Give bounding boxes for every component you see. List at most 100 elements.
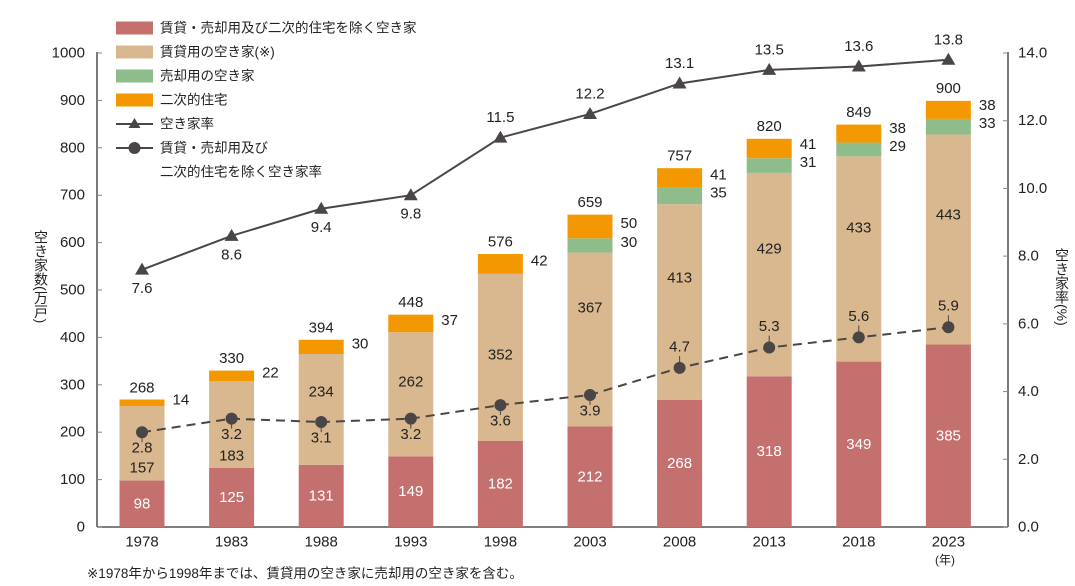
data-label-excluding-vacant: 149: [398, 483, 423, 500]
data-label-excluding-vacant: 98: [134, 495, 151, 512]
vacancy-rate-triangle-marker: [493, 130, 508, 143]
data-label-secondary-housing: 38: [979, 97, 996, 114]
left-axis-tick-label: 900: [60, 92, 85, 109]
data-label-rental-vacant: 433: [846, 220, 871, 237]
legend-label-excluding-vacant: 賃貸・売却用及び二次的住宅を除く空き家: [160, 20, 417, 36]
data-label-total: 448: [398, 294, 423, 311]
right-axis-tick-label: 8.0: [1018, 248, 1039, 265]
data-label-total: 330: [219, 350, 244, 367]
bar-segment-secondary-housing: [119, 399, 165, 407]
bar-segment-rental-vacant: [925, 134, 971, 345]
vacancy-rate-triangle-marker: [135, 262, 149, 275]
x-axis-year-label: 2008: [663, 534, 696, 551]
data-label-excluding-rate: 5.3: [759, 318, 780, 335]
data-label-excluding-vacant: 268: [667, 455, 692, 472]
data-label-rental-vacant: 429: [757, 241, 782, 258]
data-label-excluding-vacant: 212: [577, 468, 602, 485]
excluding-rate-dashed-line: [141, 326, 949, 434]
data-label-excluding-rate: 2.8: [132, 440, 153, 457]
data-label-vacancy-rate: 13.1: [665, 55, 694, 72]
data-label-secondary-housing: 22: [262, 364, 279, 381]
left-axis-tick-label: 200: [60, 424, 85, 441]
legend-triangle-marker-icon: [128, 118, 141, 128]
bar-segment-sale-vacant: [657, 187, 703, 205]
data-label-rental-vacant: 262: [398, 374, 423, 391]
bar-segment-excluding-vacant: [836, 361, 882, 527]
data-label-rental-vacant: 443: [936, 207, 961, 224]
excluding-rate-circle-marker: [225, 412, 238, 425]
legend-swatch-rental-vacant: [116, 45, 153, 59]
excluding-rate-circle-marker: [673, 361, 686, 374]
bar-segment-excluding-vacant: [477, 440, 523, 527]
bar-segment-secondary-housing: [477, 253, 523, 274]
legend-label-excluding-rate-line1: 賃貸・売却用及び: [160, 141, 268, 156]
right-axis-tick-label: 6.0: [1018, 315, 1039, 332]
x-axis-year-label: 1978: [125, 534, 158, 551]
data-label-total: 757: [667, 148, 692, 165]
data-label-excluding-rate: 3.2: [221, 426, 242, 443]
vacancy-rate-triangle-marker: [224, 228, 239, 241]
data-label-excluding-rate: 3.1: [311, 430, 332, 447]
data-label-excluding-vacant: 131: [309, 487, 334, 504]
bar-segment-secondary-housing: [925, 100, 971, 119]
data-label-excluding-vacant: 385: [936, 427, 961, 444]
bar-segment-rental-vacant: [119, 406, 165, 481]
bar-segment-secondary-housing: [209, 370, 255, 382]
data-label-secondary-housing: 50: [621, 215, 638, 232]
left-axis-tick-label: 500: [60, 282, 85, 299]
x-axis-year-label: 2013: [753, 534, 786, 551]
data-label-sale-vacant: 31: [800, 154, 817, 171]
left-axis-tick-label: 0: [77, 519, 85, 536]
data-label-vacancy-rate: 13.8: [934, 31, 963, 48]
vacancy-rate-triangle-marker: [314, 201, 329, 214]
legend-swatch-secondary-housing: [116, 93, 153, 107]
bar-segment-excluding-vacant: [119, 480, 165, 527]
legend-circle-marker-icon: [128, 142, 141, 154]
x-axis-year-label: 1998: [484, 534, 517, 551]
data-label-secondary-housing: 41: [710, 166, 727, 183]
data-label-sale-vacant: 29: [889, 138, 906, 155]
x-axis-year-label: 1993: [394, 534, 427, 551]
legend-label-vacancy-rate: 空き家率: [160, 116, 214, 132]
x-axis-year-label: 2023: [932, 534, 965, 551]
excluding-rate-circle-marker: [136, 426, 148, 439]
vacancy-rate-triangle-marker: [403, 188, 418, 201]
data-label-rental-vacant: 157: [129, 460, 154, 477]
data-label-secondary-housing: 41: [800, 136, 817, 153]
bar-segment-excluding-vacant: [298, 464, 344, 527]
data-label-vacancy-rate: 13.6: [844, 38, 873, 55]
data-label-vacancy-rate: 8.6: [221, 246, 242, 263]
bar-labels: 98 157 14 268 125 183 22 330 131 234 30 394 149 262 37…: [129, 80, 995, 512]
right-axis-tick-label: 14.0: [1018, 45, 1047, 62]
data-label-sale-vacant: 35: [710, 184, 727, 201]
data-label-rental-vacant: 367: [577, 300, 602, 317]
x-axis-year-label: 2003: [573, 534, 606, 551]
bar-segment-excluding-vacant: [388, 456, 434, 527]
left-axis-tick-label: 100: [60, 471, 85, 488]
x-axis-year-label: 1988: [305, 534, 338, 551]
axes: 0 100 200 300 400 500 600 700 800 900 1000 0.0 2.0 4.…: [52, 45, 1048, 551]
data-label-rental-vacant: 352: [488, 347, 513, 364]
left-axis-title: 空き家数(万戸): [33, 230, 49, 324]
excluding-rate-circle-marker: [942, 321, 955, 334]
data-label-total: 268: [129, 379, 154, 396]
data-label-secondary-housing: 14: [173, 391, 190, 408]
x-axis-year-label: 1983: [215, 534, 248, 551]
data-label-excluding-rate: 3.9: [580, 402, 601, 419]
bar-segment-sale-vacant: [925, 118, 971, 135]
data-label-secondary-housing: 38: [889, 120, 906, 137]
right-axis-tick-label: 0.0: [1018, 519, 1039, 536]
bar-segment-sale-vacant: [836, 142, 882, 157]
data-label-excluding-rate: 3.2: [400, 426, 421, 443]
bar-segment-secondary-housing: [388, 314, 434, 333]
legend: 賃貸・売却用及び二次的住宅を除く空き家 賃貸用の空き家(※) 売却用の空き家 二…: [116, 20, 417, 180]
right-axis-tick-label: 12.0: [1018, 112, 1047, 129]
bar-segment-secondary-housing: [298, 339, 344, 354]
data-label-excluding-vacant: 125: [219, 489, 244, 506]
data-label-vacancy-rate: 13.5: [755, 41, 784, 58]
bar-segment-secondary-housing: [657, 168, 703, 188]
data-label-total: 576: [488, 233, 513, 250]
right-axis-title: 空き家率(%): [1054, 248, 1070, 326]
